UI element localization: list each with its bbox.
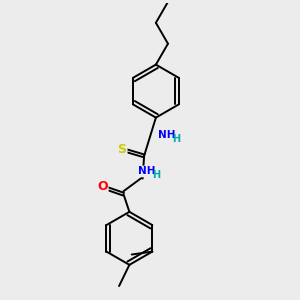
Text: H: H [172,134,181,144]
Text: H: H [152,170,160,180]
Text: NH: NH [158,130,176,140]
Text: O: O [97,180,108,193]
Text: S: S [118,143,127,156]
Text: NH: NH [138,167,156,176]
